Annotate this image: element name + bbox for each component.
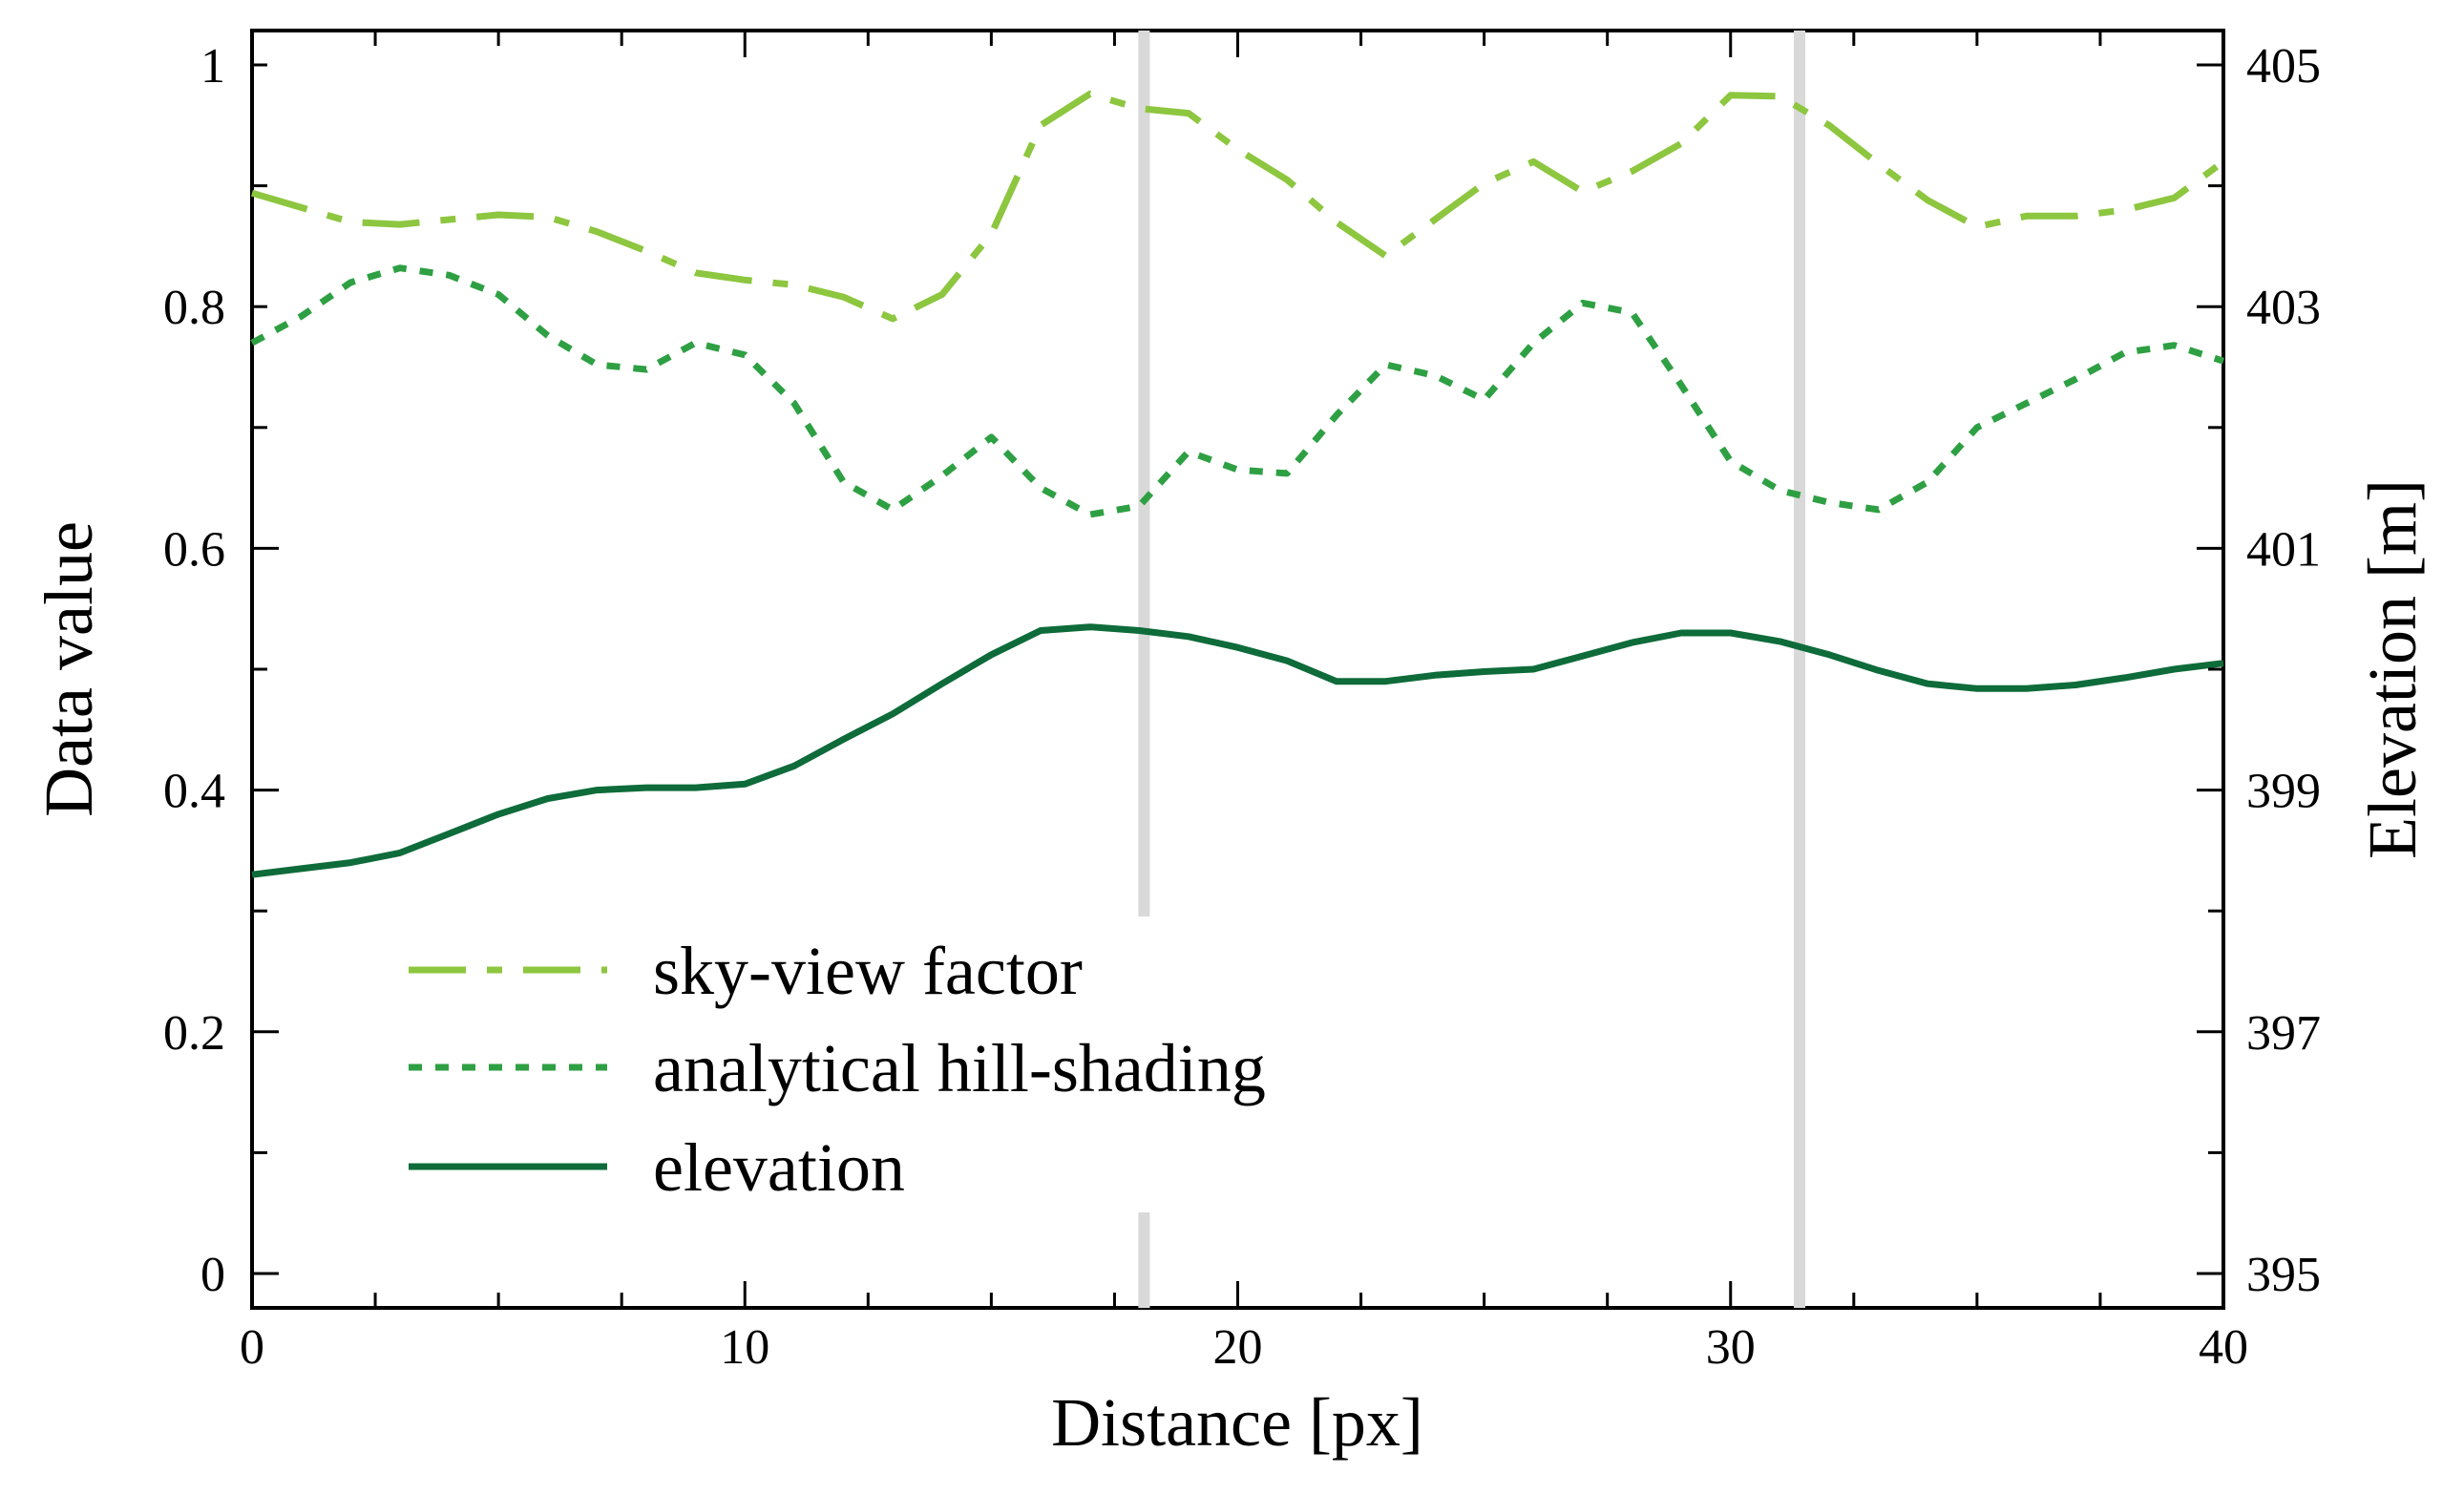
series-line-analytical-hill-shading (250, 264, 2225, 518)
x-tick-label: 10 (720, 1320, 769, 1375)
y-tick-label: 0.4 (163, 765, 225, 819)
y-tick-label: 1 (200, 39, 225, 94)
y-tick-label: 0.6 (163, 522, 225, 577)
legend-background (391, 916, 1403, 1212)
y2-tick-label: 399 (2246, 765, 2321, 819)
series-line-elevation (251, 623, 2224, 878)
tick-labels: 0 10 20 30 40 0 0.2 0.4 0.6 0.8 1 395 397 399 401 403 40… (163, 39, 2321, 1375)
x-tick-label: 0 (240, 1320, 264, 1375)
y2-tick-label: 397 (2246, 1006, 2321, 1061)
legend-label-analytical-hill-shading: analytical hill-shading (653, 1030, 1266, 1106)
x-tick-label: 20 (1213, 1320, 1263, 1375)
legend-label-elevation: elevation (653, 1129, 905, 1206)
legend: sky-view factor analytical hill-shading … (391, 916, 1403, 1212)
x-tick-label: 30 (1706, 1320, 1756, 1375)
y2-tick-label: 401 (2246, 522, 2321, 577)
series-line-sky-view-factor (251, 90, 2226, 323)
legend-label-sky-view-factor: sky-view factor (653, 933, 1083, 1009)
y-axis-title: Data value (31, 521, 107, 817)
y-tick-label: 0.8 (163, 281, 225, 335)
y2-axis-title: Elevation [m] (2354, 479, 2431, 859)
x-axis-title: Distance [px] (1051, 1384, 1423, 1461)
y2-tick-label: 405 (2246, 39, 2321, 94)
axis-ticks (250, 31, 2225, 1308)
y2-tick-label: 403 (2246, 281, 2321, 335)
y2-tick-label: 395 (2246, 1248, 2321, 1302)
y-tick-label: 0.2 (163, 1006, 225, 1061)
x-tick-label: 40 (2199, 1320, 2248, 1375)
series-lines (250, 90, 2226, 878)
y-tick-label: 0 (200, 1248, 225, 1302)
